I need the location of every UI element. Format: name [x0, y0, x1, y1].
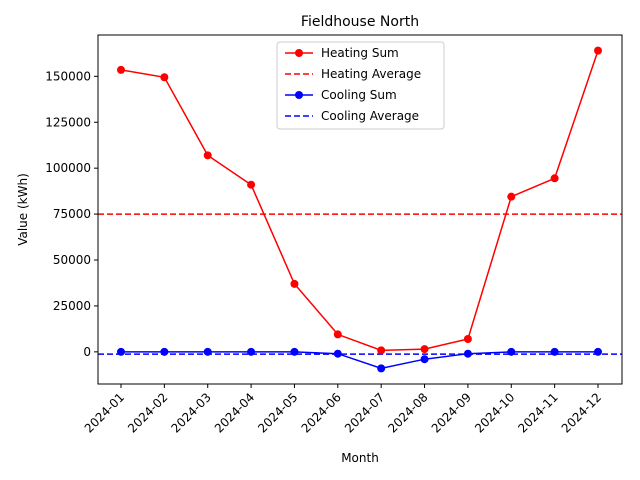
y-tick-label-4: 100000 [45, 161, 91, 175]
legend-label-1: Heating Average [321, 67, 421, 81]
x-tick-label-5: 2024-06 [299, 390, 344, 435]
legend-box [276, 41, 445, 130]
data-point-1-3 [247, 347, 256, 356]
x-tick-label-1: 2024-02 [125, 390, 170, 435]
data-point-0-9 [507, 192, 516, 201]
x-tick-label-7: 2024-08 [385, 390, 430, 435]
y-tick-label-2: 50000 [53, 253, 91, 267]
data-point-0-3 [247, 180, 256, 189]
data-point-1-6 [377, 364, 386, 373]
legend: Heating Sum Heating Average Cooling Sum Coo… [276, 41, 445, 130]
y-tick-label-1: 25000 [53, 299, 91, 313]
x-axis-label: Month [341, 451, 379, 465]
data-point-1-7 [420, 355, 429, 364]
legend-item-1: Heating Average [285, 67, 421, 81]
legend-marker-2 [295, 91, 303, 99]
data-point-0-6 [377, 346, 386, 355]
data-point-1-9 [507, 347, 516, 356]
data-point-0-8 [463, 334, 472, 343]
x-tick-label-4: 2024-05 [255, 390, 300, 435]
data-point-1-11 [594, 347, 602, 356]
y-tick-label-5: 125000 [45, 115, 91, 129]
data-point-1-10 [550, 347, 559, 356]
series-line-1 [121, 351, 598, 370]
legend-item-2: Cooling Sum [285, 88, 397, 102]
data-point-1-0 [117, 347, 125, 356]
x-tick-label-6: 2024-07 [342, 390, 387, 435]
x-tick-label-2: 2024-03 [168, 390, 213, 435]
data-point-0-7 [420, 345, 429, 354]
data-point-0-4 [290, 279, 299, 288]
x-tick-label-0: 2024-01 [82, 390, 127, 435]
data-point-1-8 [463, 349, 472, 358]
legend-label-3: Cooling Average [321, 109, 419, 123]
chart-title: Fieldhouse North [301, 14, 419, 30]
legend-marker-0 [295, 49, 303, 57]
y-tick-label-6: 150000 [45, 69, 91, 83]
data-point-0-5 [333, 330, 342, 339]
legend-item-3: Cooling Average [285, 109, 419, 123]
data-point-1-5 [333, 349, 342, 358]
x-tick-label-8: 2024-09 [429, 390, 474, 435]
legend-item-0: Heating Sum [285, 46, 399, 60]
plot-frame [97, 34, 623, 385]
y-axis-label: Value (kWh) [16, 173, 30, 246]
x-tick-label-9: 2024-10 [472, 390, 517, 435]
data-point-0-0 [117, 65, 125, 74]
data-point-0-1 [160, 73, 169, 82]
y-tick-label-0: 0 [83, 345, 91, 359]
x-tick-label-10: 2024-11 [515, 390, 560, 435]
series-line-0 [120, 50, 599, 352]
data-point-1-1 [160, 347, 169, 356]
legend-label-0: Heating Sum [321, 46, 399, 60]
x-tick-label-3: 2024-04 [212, 390, 257, 435]
data-point-0-11 [594, 46, 602, 55]
data-point-0-10 [550, 174, 559, 183]
data-point-0-2 [203, 151, 212, 160]
x-tick-label-11: 2024-12 [559, 390, 604, 435]
legend-label-2: Cooling Sum [321, 88, 397, 102]
y-axis: 0 25000 50000 75000 100000 125000 150000 [45, 69, 98, 359]
data-point-1-2 [203, 347, 212, 356]
x-axis: 2024-012024-022024-032024-042024-052024-… [82, 384, 604, 436]
y-tick-label-3: 75000 [53, 207, 91, 221]
data-point-1-4 [290, 347, 299, 356]
